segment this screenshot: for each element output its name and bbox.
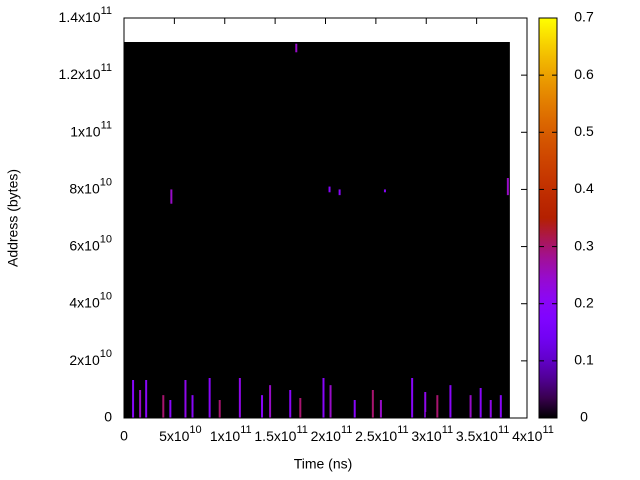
- tick-label-mantissa: 8x10: [69, 180, 100, 196]
- tick-label: 1.2x1011: [59, 62, 112, 82]
- tick-label-exponent: 11: [101, 5, 112, 17]
- tick-label: 2x1011: [311, 424, 353, 444]
- heatmap-cell: [169, 400, 172, 418]
- tick-label-exponent: 11: [101, 119, 112, 131]
- colorbar: [538, 17, 558, 419]
- tick-label-mantissa: 1.2x10: [59, 66, 101, 82]
- tick-label-mantissa: 6x10: [69, 237, 100, 253]
- heatmap-cell: [238, 378, 241, 418]
- x-axis-label: Time (ns): [294, 456, 353, 472]
- heatmap-cell: [132, 380, 135, 418]
- tick-label-exponent: 11: [101, 62, 112, 74]
- tick-label-mantissa: 2x10: [311, 428, 342, 444]
- tick-label-mantissa: 4x10: [69, 294, 100, 310]
- tick-label-exponent: 11: [542, 424, 553, 436]
- heatmap-cell: [289, 390, 292, 418]
- heatmap-cell: [489, 400, 492, 418]
- tick-label: 2.5x1011: [355, 424, 408, 444]
- tick-label: 1x1011: [210, 424, 252, 444]
- tick-label: 3x1011: [411, 424, 453, 444]
- heatmap-cell: [162, 395, 165, 418]
- colorbar-tick-label: 0.1: [574, 352, 594, 368]
- colorbar-tick-label: 0.3: [574, 237, 594, 253]
- heatmap-cell: [329, 385, 332, 418]
- colorbar-tick-label: 0.7: [574, 9, 594, 25]
- heatmap-cell: [379, 400, 382, 418]
- heatmap-cell: [269, 385, 272, 418]
- heatmap-cell: [295, 43, 298, 53]
- heatmap-cell: [499, 395, 502, 418]
- heatmap-cell: [328, 186, 331, 193]
- heatmap-cell: [218, 400, 221, 418]
- heatmap-cell: [322, 378, 325, 418]
- tick-label: 1x1011: [70, 119, 112, 139]
- heatmap-cell: [436, 395, 439, 418]
- heatmap-cell: [170, 189, 173, 204]
- tick-label: 6x1010: [69, 233, 112, 253]
- tick-label-mantissa: 1.5x10: [254, 428, 296, 444]
- tick-label-mantissa: 5x10: [159, 428, 190, 444]
- tick-label-mantissa: 4x10: [512, 428, 543, 444]
- tick-label-exponent: 10: [189, 424, 201, 436]
- y-axis-label: Address (bytes): [5, 169, 21, 267]
- tick-label: 4x1010: [69, 291, 112, 311]
- tick-label: 1.4x1011: [59, 5, 112, 25]
- colorbar-tick-label: 0.4: [574, 180, 594, 196]
- tick-label-exponent: 11: [498, 424, 509, 436]
- tick-label-mantissa: 2.5x10: [355, 428, 397, 444]
- tick-label: 3.5x1011: [456, 424, 509, 444]
- tick-label-exponent: 11: [341, 424, 352, 436]
- heatmap-cell: [191, 395, 194, 418]
- heatmap-cell: [424, 392, 427, 418]
- heatmap-cell: [208, 378, 211, 418]
- heatmap-cell: [261, 395, 264, 418]
- tick-label-exponent: 10: [100, 291, 112, 303]
- tick-label: 4x1011: [512, 424, 554, 444]
- tick-label: 0: [104, 409, 112, 425]
- heatmap-cell: [449, 385, 452, 418]
- colorbar-tick-label: 0.6: [574, 66, 594, 82]
- heatmap-cell: [338, 189, 341, 196]
- tick-label: 1.5x1011: [254, 424, 307, 444]
- tick-label-exponent: 11: [296, 424, 307, 436]
- colorbar-tick-label: 0: [580, 409, 588, 425]
- tick-label-mantissa: 3.5x10: [456, 428, 498, 444]
- tick-label-mantissa: 1x10: [70, 123, 101, 139]
- tick-label-exponent: 10: [100, 176, 112, 188]
- heatmap-cell: [469, 395, 472, 418]
- heatmap-cell: [184, 380, 187, 418]
- tick-label: 5x1010: [159, 424, 202, 444]
- colorbar-tick-label: 0.2: [574, 294, 594, 310]
- tick-label-exponent: 11: [240, 424, 251, 436]
- tick-label-exponent: 11: [397, 424, 408, 436]
- heatmap-cell: [139, 390, 142, 418]
- tick-label-mantissa: 1.4x10: [59, 9, 101, 25]
- heatmap-cell: [383, 189, 386, 193]
- heatmap-cell: [411, 378, 414, 418]
- heatmap-cell: [353, 400, 356, 418]
- heatmap-cell: [371, 390, 374, 418]
- tick-label: 0: [120, 428, 128, 444]
- heatmap-cell: [299, 398, 302, 418]
- heatmap-cell: [506, 178, 509, 196]
- tick-label-exponent: 10: [100, 233, 112, 245]
- tick-label-exponent: 11: [442, 424, 453, 436]
- tick-label-exponent: 10: [100, 348, 112, 360]
- tick-label-mantissa: 3x10: [411, 428, 442, 444]
- heatmap-cell: [145, 380, 148, 418]
- tick-label: 2x1010: [69, 348, 112, 368]
- tick-label: 8x1010: [69, 176, 112, 196]
- tick-label-mantissa: 1x10: [210, 428, 241, 444]
- tick-label-mantissa: 2x10: [69, 352, 100, 368]
- heatmap-cell: [479, 388, 482, 418]
- colorbar-tick-label: 0.5: [574, 123, 594, 139]
- heatmap-background: [124, 42, 510, 418]
